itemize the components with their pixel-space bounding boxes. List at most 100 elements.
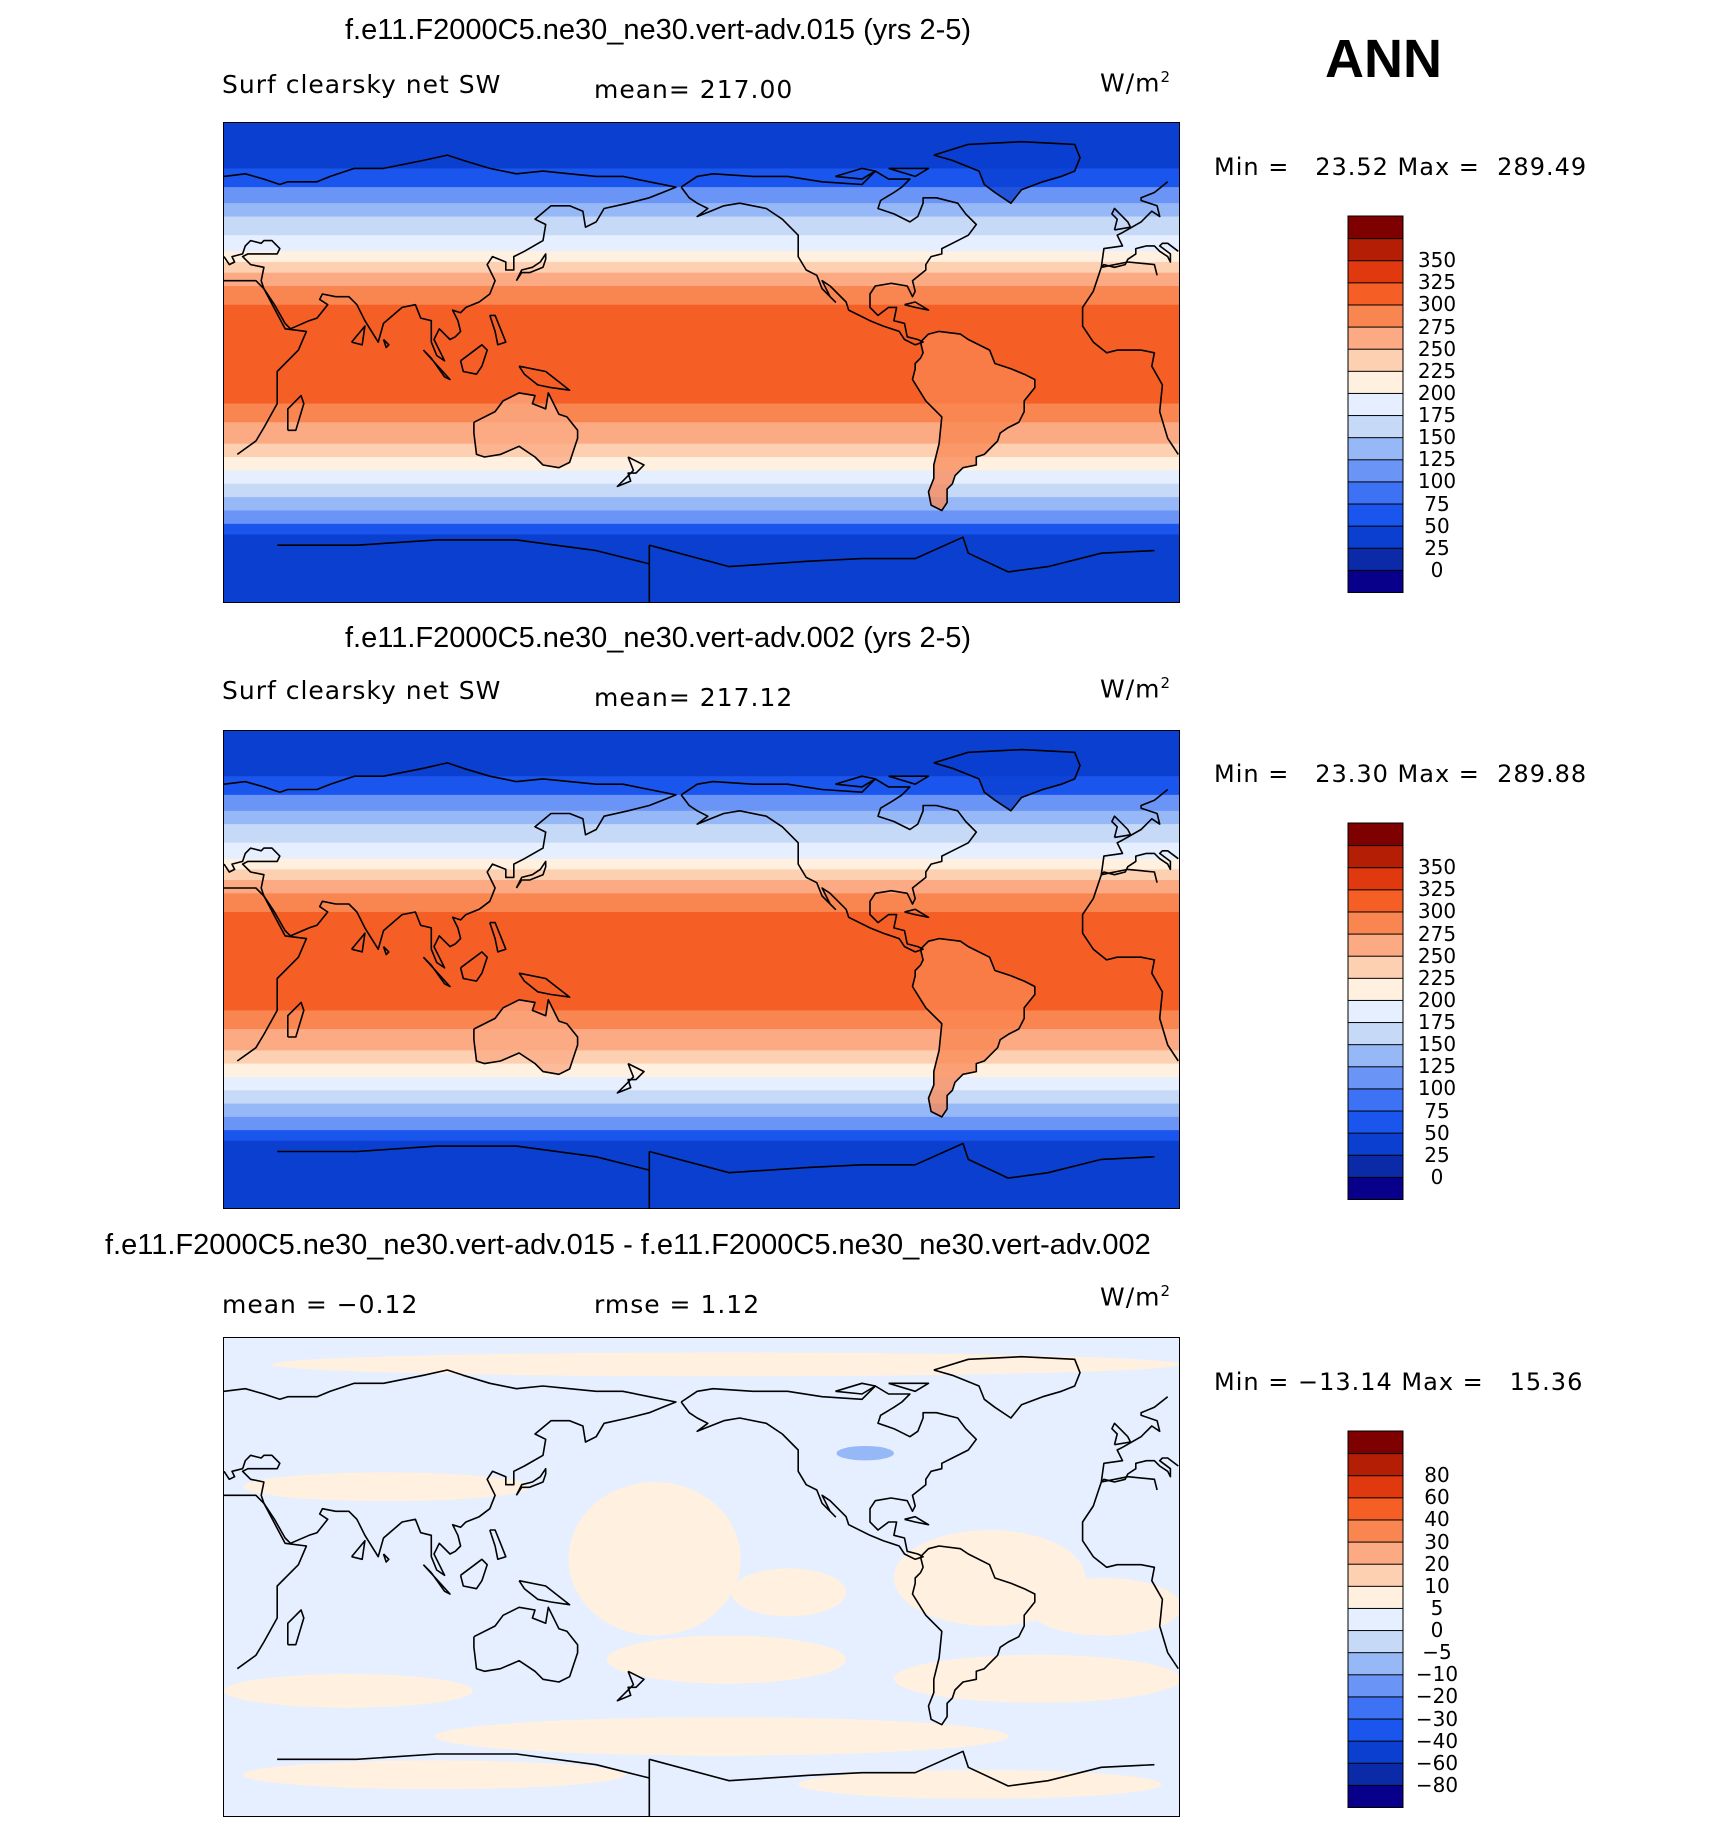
colorbar-tick-label: 300 <box>1417 899 1457 924</box>
field-band <box>224 203 1179 218</box>
coastline <box>277 1145 651 1208</box>
colorbar-tick-label: 125 <box>1417 447 1457 472</box>
panel-1-units: W/m2 <box>1100 68 1172 98</box>
diff-negative-spot <box>836 1446 894 1461</box>
field-band <box>224 1140 1179 1208</box>
coastline <box>616 456 645 488</box>
colorbar-swatch <box>1347 303 1404 328</box>
colorbar-tick-label: 10 <box>1424 1573 1450 1598</box>
colorbar-swatch <box>1347 1496 1404 1521</box>
field-band <box>224 483 1179 498</box>
coastline <box>489 314 507 346</box>
colorbar-swatch <box>1347 1065 1404 1090</box>
coastline <box>1111 207 1132 231</box>
colorbar-tick-label: 60 <box>1424 1485 1450 1510</box>
field-band <box>224 893 1179 913</box>
coastline <box>287 1001 305 1038</box>
colorbar-swatch <box>1347 1651 1404 1676</box>
colorbar-tick-label: 200 <box>1417 380 1457 405</box>
colorbar-swatch <box>1347 888 1404 913</box>
field-band <box>224 1116 1179 1131</box>
coastline <box>1100 1396 1169 1483</box>
coastline <box>911 1545 1036 1726</box>
field-band <box>224 286 1179 306</box>
panel-1-title: f.e11.F2000C5.ne30_ne30.vert-adv.015 (yr… <box>345 14 972 46</box>
coastline <box>888 1382 930 1393</box>
colorbar-tick-label: 0 <box>1430 557 1444 582</box>
coastline <box>422 1564 451 1595</box>
field-band <box>224 869 1179 881</box>
coastline <box>515 860 547 889</box>
coastline <box>1101 868 1158 883</box>
colorbar-tick-label: 350 <box>1417 855 1457 880</box>
colorbar-tick-label: 75 <box>1424 491 1450 516</box>
colorbar-swatch <box>1347 999 1404 1024</box>
coastline <box>888 775 930 785</box>
colorbar-swatch <box>1347 1430 1404 1455</box>
coastline <box>616 1670 645 1702</box>
field-band <box>224 272 1179 287</box>
colorbar-swatch <box>1347 1176 1404 1200</box>
coastline <box>1100 1457 1179 1483</box>
coastline <box>616 1062 645 1094</box>
coastline <box>835 1382 877 1395</box>
coastline <box>224 1369 677 1577</box>
panel-2-minmax: Min = 23.30 Max = 289.88 <box>1214 760 1588 788</box>
coastline <box>649 1142 1155 1179</box>
coastline <box>1111 815 1132 839</box>
colorbar-swatch <box>1347 1518 1404 1543</box>
colorbar-tick-label: −10 <box>1415 1662 1459 1687</box>
coastline <box>422 956 451 988</box>
panel-3-mean-label: mean = −0.12 <box>222 1290 419 1319</box>
land-shade <box>933 749 1080 811</box>
field-band <box>224 810 1179 825</box>
colorbar-tick-label: 50 <box>1424 1120 1450 1145</box>
coastline <box>382 1553 390 1563</box>
panel-2-variable-label: Surf clearsky net SW <box>222 676 502 705</box>
colorbar-swatch <box>1347 414 1404 439</box>
colorbar-tick-label: 225 <box>1417 358 1457 383</box>
field-band <box>224 1029 1179 1051</box>
coastline <box>489 921 507 953</box>
diff-positive-region <box>568 1482 741 1636</box>
coastline <box>277 539 651 602</box>
colorbar-swatch <box>1347 1021 1404 1046</box>
field-band <box>224 168 1179 188</box>
colorbar-swatch <box>1347 1695 1404 1720</box>
coastline <box>835 775 877 788</box>
field-band <box>224 858 1179 870</box>
field-band <box>224 794 1179 812</box>
coastline <box>518 1579 571 1606</box>
coastline <box>649 1750 1155 1787</box>
field-band <box>224 1090 1179 1105</box>
coastline <box>911 937 1036 1118</box>
diff-positive-region <box>224 1674 473 1708</box>
coastline <box>473 392 579 469</box>
field-band <box>224 776 1179 796</box>
coastline <box>1081 267 1179 455</box>
field-band <box>224 304 1179 405</box>
panel-1-colorbar: 0 25 50 75 100 125 150 175 200 225 250 275 300 325 350 <box>1347 215 1467 593</box>
coastline <box>422 349 451 381</box>
coastline <box>224 279 308 456</box>
panel-1-map <box>223 122 1180 603</box>
panel-2-mean-label: mean= 217.12 <box>594 683 794 712</box>
colorbar-tick-label: 325 <box>1417 270 1457 295</box>
panel-2-units: W/m2 <box>1100 674 1172 704</box>
coastline <box>1081 1481 1179 1670</box>
coastline <box>224 1494 308 1670</box>
panel-1-mean-label: mean= 217.00 <box>594 75 794 104</box>
field-band <box>224 1050 1179 1065</box>
diff-positive-region <box>434 1717 1009 1756</box>
colorbar-tick-label: 325 <box>1417 877 1457 902</box>
colorbar-swatch <box>1347 1740 1404 1764</box>
coastlines <box>224 140 1179 602</box>
colorbar-swatch <box>1347 1718 1404 1742</box>
colorbar-swatch <box>1347 525 1404 549</box>
colorbar-tick-label: 200 <box>1417 987 1457 1012</box>
field-band <box>224 470 1179 485</box>
field-band <box>224 1130 1179 1142</box>
diff-positive-region <box>271 1352 1179 1377</box>
coastline <box>835 167 877 180</box>
colorbar-tick-label: 20 <box>1424 1551 1450 1576</box>
